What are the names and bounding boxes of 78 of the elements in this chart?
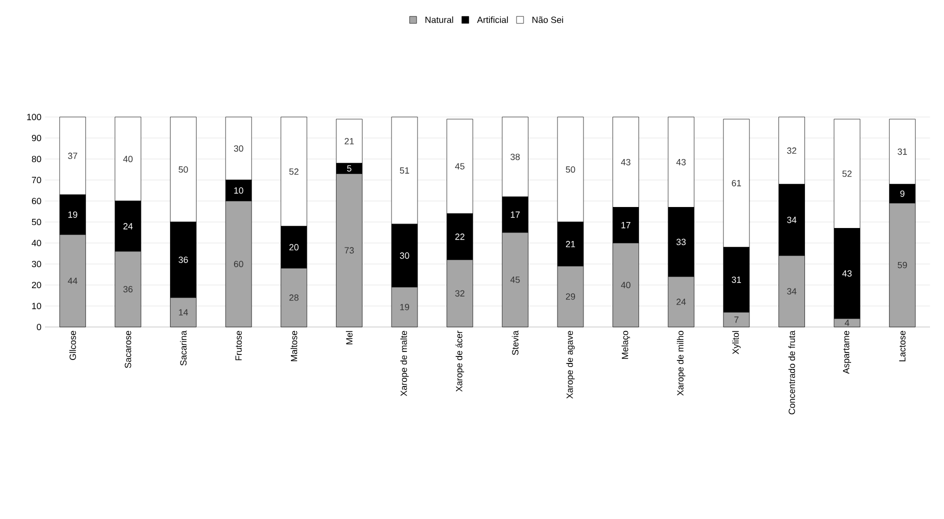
y-tick-label: 100 [27, 114, 42, 120]
data-label: 37 [68, 152, 78, 160]
data-label: 50 [566, 166, 576, 173]
data-label: 34 [787, 288, 796, 294]
data-label: 17 [621, 222, 630, 228]
data-label: 19 [68, 211, 78, 218]
data-label: 51 [400, 167, 410, 174]
data-label: 30 [234, 145, 244, 152]
x-tick-label: Xarope de ácer [456, 330, 464, 392]
data-label: 60 [234, 260, 244, 268]
data-label: 40 [621, 282, 630, 288]
legend-label: Artificial [477, 16, 508, 23]
data-label: 45 [510, 276, 520, 283]
data-label: 34 [787, 216, 796, 224]
legend-label: Natural [425, 16, 454, 23]
x-tick-label: Melaço [622, 330, 630, 359]
x-tick-label: Mel [346, 331, 353, 344]
data-label: 29 [566, 293, 576, 300]
data-label: 43 [842, 270, 852, 277]
data-label: 4 [844, 320, 850, 326]
y-tick-label: 20 [32, 282, 42, 288]
data-label: 32 [787, 147, 796, 154]
data-label: 52 [289, 168, 298, 175]
y-tick-label: 10 [32, 302, 42, 310]
legend-label: Não Sei [532, 16, 564, 23]
data-label: 43 [676, 158, 686, 166]
data-label: 31 [732, 276, 741, 283]
x-tick-label: Lactose [899, 330, 906, 362]
data-label: 33 [676, 238, 686, 246]
data-label: 32 [455, 290, 464, 297]
data-label: 36 [123, 286, 133, 292]
x-tick-label: Sacarose [124, 330, 132, 368]
y-tick-label: 80 [32, 156, 42, 162]
x-tick-label: Xylitol [732, 331, 741, 354]
data-label: 52 [842, 170, 852, 177]
data-label: 24 [676, 298, 686, 305]
x-tick-label: Xarope de agave [566, 330, 575, 399]
data-label: 20 [289, 244, 299, 250]
x-tick-label: Concentrado de fruta [788, 330, 796, 414]
x-tick-label: Aspartame [843, 330, 852, 374]
data-label: 43 [621, 158, 630, 166]
x-tick-label: Xarope de milho [676, 330, 686, 396]
data-label: 7 [734, 316, 738, 323]
x-tick-label: Maltose [290, 330, 298, 362]
data-label: 14 [178, 309, 188, 316]
y-tick-label: 40 [32, 240, 42, 246]
data-label: 19 [400, 304, 410, 310]
data-label: 21 [344, 138, 354, 144]
x-tick-label: Stevia [512, 330, 518, 356]
x-tick-label: Sacarina [180, 330, 187, 366]
data-label: 9 [900, 190, 904, 197]
y-tick-label: 0 [36, 324, 42, 330]
data-label: 40 [123, 156, 133, 162]
data-label: 73 [344, 247, 354, 254]
data-label: 44 [68, 278, 78, 284]
data-label: 50 [178, 166, 188, 173]
data-label: 10 [234, 187, 244, 194]
data-label: 31 [898, 148, 907, 155]
data-label: 24 [123, 223, 133, 230]
x-tick-label: Frutose [235, 330, 242, 360]
data-label: 22 [455, 234, 464, 240]
y-tick-label: 50 [32, 218, 42, 226]
y-tick-label: 30 [32, 260, 42, 268]
x-tick-label: Gllcose [69, 330, 76, 360]
data-label: 61 [732, 180, 741, 186]
data-label: 30 [400, 252, 410, 259]
y-tick-label: 60 [32, 198, 42, 204]
x-tick-label: Xarope de malte [400, 330, 409, 396]
data-label: 17 [510, 212, 520, 218]
data-label: 21 [566, 240, 576, 248]
data-label: 36 [178, 256, 188, 263]
y-tick-label: 90 [32, 134, 42, 142]
data-label: 38 [510, 154, 520, 160]
data-label: 59 [898, 262, 907, 268]
data-label: 28 [289, 294, 299, 301]
data-label: 45 [455, 163, 464, 170]
data-label: 5 [347, 165, 352, 172]
y-tick-label: 70 [32, 176, 42, 184]
